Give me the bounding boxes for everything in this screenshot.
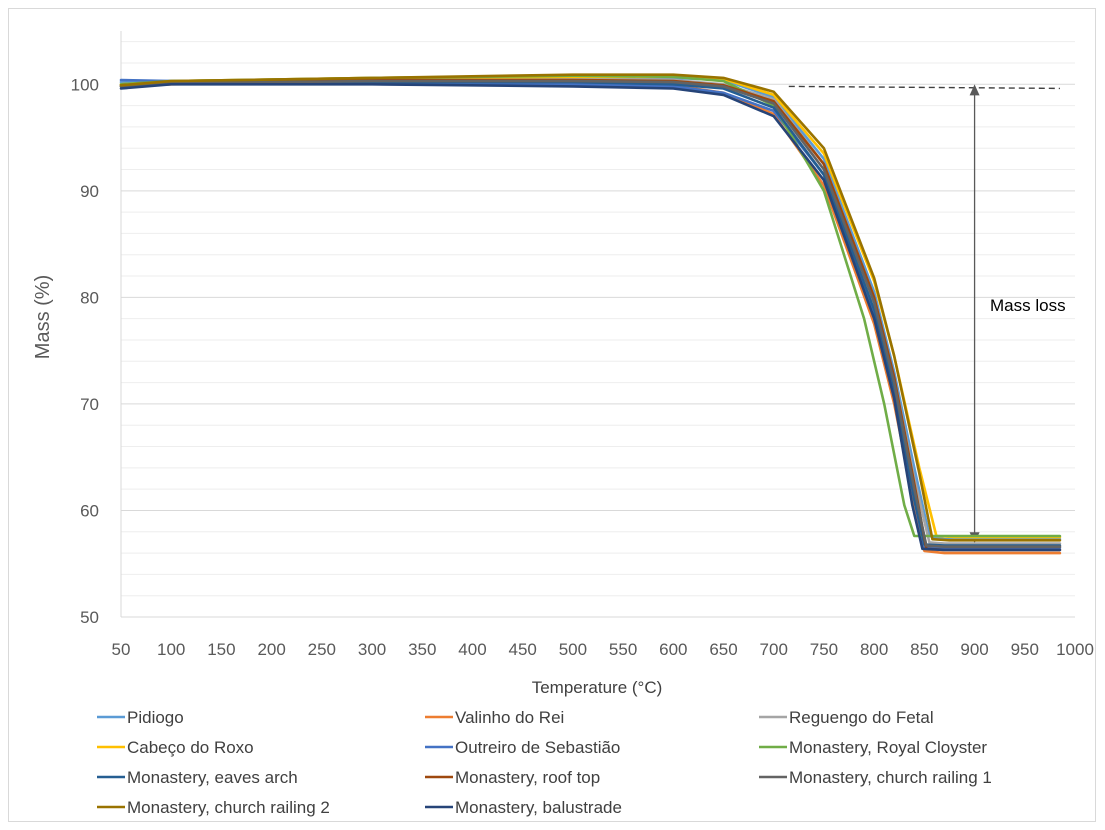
x-tick-label: 450 [508, 640, 536, 659]
series-line-8 [119, 78, 1062, 552]
mass-loss-dashed-line [788, 85, 1060, 90]
x-tick-label: 250 [308, 640, 336, 659]
mass-loss-label: Mass loss [990, 296, 1066, 315]
x-tick-label: 550 [609, 640, 637, 659]
x-tick-label: 1000 [1056, 640, 1094, 659]
x-tick-label: 850 [910, 640, 938, 659]
x-tick-label: 300 [358, 640, 386, 659]
x-tick-label: 100 [157, 640, 185, 659]
tga-line-chart: 50 60 70 80 90 100 50 100 150 200 250 300 350 400 450… [32, 31, 1094, 817]
legend-label-2: Valinho do Rei [455, 708, 564, 727]
x-tick-label: 650 [709, 640, 737, 659]
x-tick-label: 50 [112, 640, 131, 659]
y-tick-label: 100 [71, 75, 99, 94]
series-line-11 [119, 83, 1062, 552]
legend-label-3: Reguengo do Fetal [789, 708, 934, 727]
legend-label-7: Monastery, eaves arch [127, 768, 298, 787]
x-axis-label: Temperature (°C) [532, 678, 663, 697]
x-tick-label: 700 [760, 640, 788, 659]
x-tick-label: 750 [810, 640, 838, 659]
x-tick-label: 500 [559, 640, 587, 659]
legend-label-9: Monastery, church railing 1 [789, 768, 992, 787]
y-axis-ticks: 50 60 70 80 90 100 [71, 75, 99, 627]
legend-label-6: Monastery, Royal Cloyster [789, 738, 987, 757]
legend: Pidiogo Valinho do Rei Reguengo do Fetal Ca… [97, 708, 992, 817]
legend-label-1: Pidiogo [127, 708, 184, 727]
major-gridlines [120, 31, 1075, 618]
legend-label-10: Monastery, church railing 2 [127, 798, 330, 817]
series-line-2 [119, 80, 1062, 555]
series-lines [119, 73, 1062, 555]
x-tick-label: 800 [860, 640, 888, 659]
x-tick-label: 400 [458, 640, 486, 659]
legend-label-5: Outreiro de Sebastião [455, 738, 620, 757]
series-line-9 [119, 79, 1062, 549]
y-tick-label: 90 [80, 182, 99, 201]
y-axis-label: Mass (%) [32, 275, 54, 359]
minor-gridlines [121, 41, 1075, 597]
legend-label-11: Monastery, balustrade [455, 798, 622, 817]
y-tick-label: 70 [80, 395, 99, 414]
y-tick-label: 50 [80, 608, 99, 627]
x-tick-label: 150 [207, 640, 235, 659]
y-tick-label: 80 [80, 288, 99, 307]
chart-area: 50 60 70 80 90 100 50 100 150 200 250 300 350 400 450… [8, 8, 1096, 822]
legend-label-8: Monastery, roof top [455, 768, 600, 787]
x-tick-label: 350 [408, 640, 436, 659]
x-tick-label: 900 [960, 640, 988, 659]
x-tick-label: 600 [659, 640, 687, 659]
x-tick-label: 950 [1011, 640, 1039, 659]
x-axis-ticks: 50 100 150 200 250 300 350 400 450 500 550 600 650 70… [112, 640, 1094, 659]
arrow-head-up-icon [969, 84, 980, 96]
y-tick-label: 60 [80, 501, 99, 520]
x-tick-label: 200 [257, 640, 285, 659]
legend-label-4: Cabeço do Roxo [127, 738, 254, 757]
series-line-10 [119, 73, 1062, 542]
